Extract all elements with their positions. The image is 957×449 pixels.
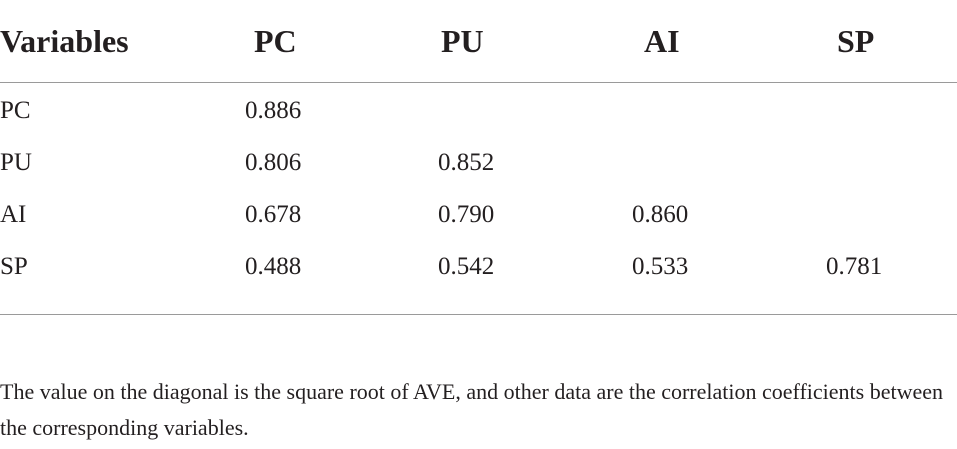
header-variables: Variables (0, 0, 244, 83)
table-row: PC 0.886 (0, 83, 957, 138)
table-bottom-rule (0, 293, 957, 315)
table-cell (825, 137, 957, 189)
table-cell: 0.781 (826, 253, 883, 280)
table-cell: 0.790 (438, 201, 495, 228)
header-pu: PU (437, 0, 631, 83)
table-cell: 0.488 (245, 253, 302, 280)
table-cell: 0.678 (245, 201, 302, 228)
table-cell: 0.806 (245, 149, 302, 176)
table-cell: 0.886 (245, 97, 302, 124)
table-cell (631, 83, 825, 138)
table-row: AI 0.678 0.790 0.860 (0, 189, 957, 241)
table-cell: 0.533 (632, 253, 689, 280)
header-sp: SP (825, 0, 957, 83)
table-cell (437, 83, 631, 138)
row-label: SP (0, 253, 28, 280)
row-label: PU (0, 149, 32, 176)
table-header-row: Variables PC PU AI SP (0, 0, 957, 83)
header-pc: PC (244, 0, 437, 83)
row-label: AI (0, 201, 27, 228)
table-cell: 0.860 (632, 201, 689, 228)
correlation-table: Variables PC PU AI SP PC 0.886 PU 0.806 … (0, 0, 957, 315)
table-cell (631, 137, 825, 189)
table-footnote: The value on the diagonal is the square … (0, 379, 944, 440)
table-row: PU 0.806 0.852 (0, 137, 957, 189)
header-ai: AI (631, 0, 825, 83)
row-label: PC (0, 97, 31, 124)
table-cell (825, 189, 957, 241)
table-cell (825, 83, 957, 138)
table-cell: 0.852 (438, 149, 495, 176)
table-row: SP 0.488 0.542 0.533 0.781 (0, 241, 957, 293)
correlation-table-container: Variables PC PU AI SP PC 0.886 PU 0.806 … (0, 0, 957, 315)
table-cell: 0.542 (438, 253, 495, 280)
